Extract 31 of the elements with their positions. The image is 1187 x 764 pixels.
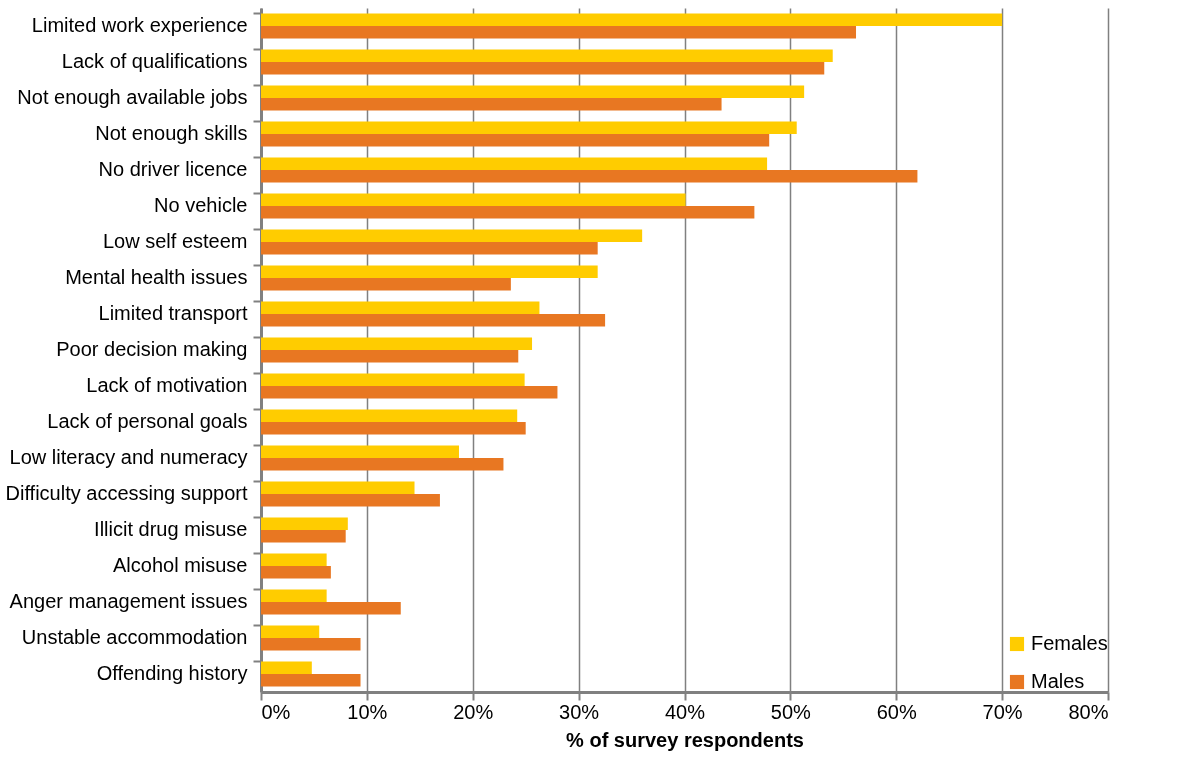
x-tick-label: 30% <box>559 700 600 723</box>
x-tick-label: 60% <box>876 700 917 723</box>
y-tick-label: Lack of personal goals <box>47 410 248 432</box>
y-tick-label: Difficulty accessing support <box>5 482 248 504</box>
y-tick-label: Low self esteem <box>102 230 248 252</box>
legend-label: Males <box>1031 670 1085 692</box>
y-tick-label: Not enough skills <box>95 122 248 144</box>
x-tick-label: 20% <box>453 700 494 723</box>
y-tick-label: Low literacy and numeracy <box>9 446 248 468</box>
x-axis-title: % of survey respondents <box>566 728 804 751</box>
x-tick-label: 0% <box>261 700 291 723</box>
x-tick-label: 80% <box>1068 700 1109 723</box>
x-tick-label: 70% <box>982 700 1023 723</box>
y-tick-label: Limited transport <box>98 302 248 324</box>
y-tick-label: Lack of qualifications <box>61 50 248 72</box>
y-tick-label: Limited work experience <box>31 14 248 36</box>
legend-label: Females <box>1031 632 1108 654</box>
y-tick-label: Alcohol misuse <box>112 554 248 576</box>
y-tick-label: Offending history <box>96 662 248 684</box>
y-tick-label: No vehicle <box>154 194 248 216</box>
y-tick-label: Mental health issues <box>65 266 248 288</box>
y-tick-label: Unstable accommodation <box>21 626 248 648</box>
y-tick-label: No driver licence <box>98 158 248 180</box>
x-tick-label: 40% <box>664 700 706 723</box>
y-tick-label: Poor decision making <box>56 338 248 360</box>
x-tick-label: 50% <box>770 700 812 723</box>
y-tick-label: Lack of motivation <box>86 374 248 396</box>
y-tick-label: Anger management issues <box>9 590 248 612</box>
y-tick-label: Illicit drug misuse <box>94 518 248 540</box>
y-tick-label: Not enough available jobs <box>17 86 248 108</box>
x-tick-label: 10% <box>347 700 388 723</box>
